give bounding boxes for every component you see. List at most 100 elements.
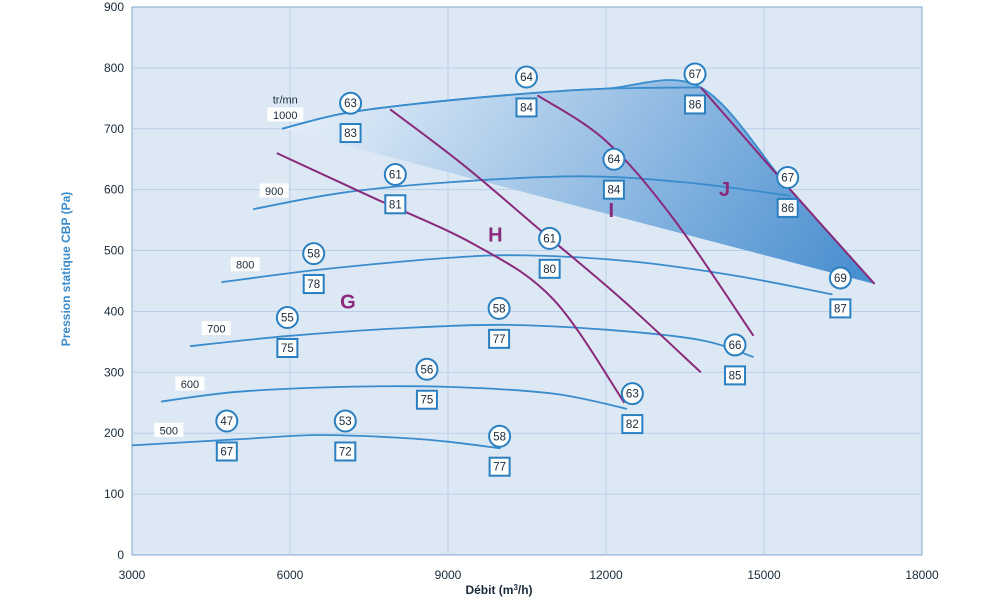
power-level-box (339, 123, 362, 144)
noise-level-value: 53 (339, 416, 352, 428)
power-level-box (684, 94, 707, 115)
power-level-value: 84 (608, 185, 621, 197)
speed-curves (131, 86, 833, 450)
noise-level-circle (487, 296, 511, 320)
speed-curve (281, 86, 701, 130)
x-tick-label: 6000 (277, 568, 304, 582)
rpm-label-bg (230, 257, 260, 272)
rpm-label: 1000 (273, 110, 297, 122)
power-level-value: 75 (281, 343, 294, 355)
noise-level-circle (602, 147, 626, 171)
zone-label-j: J (719, 179, 730, 201)
power-level-box (488, 456, 511, 477)
y-tick-label: 0 (117, 548, 124, 562)
rpm-label-bg (259, 183, 289, 198)
power-level-value: 72 (339, 446, 352, 458)
noise-level-value: 58 (493, 431, 506, 443)
y-axis-title: Pression statique CBP (Pa) (59, 192, 73, 347)
noise-level-circle (514, 65, 538, 89)
markers: 63 64 67 61 64 67 58 61 69 55 58 66 56 63 47 53 58 83 84 86… (215, 62, 852, 477)
power-level-box (724, 365, 747, 386)
rpm-label-bg (175, 376, 205, 391)
power-level-box (302, 274, 325, 295)
rpm-label-bg (154, 422, 184, 437)
noise-level-circle (302, 242, 326, 266)
noise-level-value: 67 (689, 69, 702, 81)
noise-level-value: 63 (344, 98, 357, 110)
rpm-label: 900 (265, 186, 283, 198)
power-level-box (334, 441, 357, 462)
speed-curve (252, 175, 791, 211)
rpm-label: 700 (207, 324, 225, 336)
noise-level-value: 67 (781, 172, 794, 184)
rpm-label-bg (201, 321, 231, 336)
noise-level-value: 55 (281, 313, 294, 325)
rpm-unit-label: tr/mn (273, 94, 298, 106)
y-tick-label: 300 (104, 365, 124, 379)
speed-curve (131, 434, 501, 450)
y-tick-label: 700 (104, 122, 124, 136)
zone-boundary-line (276, 152, 626, 404)
noise-level-value: 64 (608, 154, 621, 166)
power-level-box (215, 441, 238, 462)
noise-level-circle (275, 306, 299, 330)
rpm-label: 800 (236, 260, 254, 272)
power-level-value: 87 (834, 303, 847, 315)
power-level-box (415, 389, 438, 410)
noise-level-value: 58 (493, 303, 506, 315)
power-level-value: 86 (781, 203, 794, 215)
noise-level-value: 61 (389, 169, 402, 181)
power-level-value: 77 (493, 462, 506, 474)
zone-boundary-line (536, 94, 755, 337)
power-level-value: 78 (307, 279, 320, 291)
noise-level-circle (333, 409, 357, 433)
power-level-box (776, 197, 799, 218)
power-level-box (602, 179, 625, 200)
power-level-box (829, 298, 852, 319)
power-level-value: 85 (729, 370, 742, 382)
noise-level-circle (339, 91, 363, 115)
noise-level-value: 66 (729, 340, 742, 352)
noise-level-circle (620, 382, 644, 406)
noise-level-circle (683, 62, 707, 86)
power-level-value: 77 (493, 334, 506, 346)
zone-label-i: I (608, 200, 614, 222)
speed-curve (221, 254, 833, 296)
power-level-box (538, 258, 561, 279)
power-level-value: 84 (520, 102, 533, 114)
power-level-value: 86 (689, 99, 702, 111)
noise-level-value: 61 (543, 233, 556, 245)
speed-curve (189, 323, 754, 358)
noise-level-circle (415, 357, 439, 381)
power-level-box (621, 414, 644, 435)
y-tick-label: 100 (104, 487, 124, 501)
power-level-value: 67 (220, 446, 233, 458)
noise-level-circle (776, 165, 800, 189)
x-tick-label: 3000 (119, 568, 146, 582)
zone-boundary-line (700, 86, 876, 285)
power-level-box (515, 97, 538, 118)
noise-level-value: 64 (520, 72, 533, 84)
x-tick-label: 9000 (435, 568, 462, 582)
noise-level-circle (383, 162, 407, 186)
power-level-value: 82 (626, 419, 639, 431)
rpm-label-bg (267, 107, 304, 122)
x-axis-title: Débit (m3/h) (465, 583, 532, 597)
zone-labels: G H I J (340, 179, 730, 314)
x-tick-label: 15000 (747, 568, 781, 582)
rpm-label: 600 (181, 379, 199, 391)
power-level-value: 83 (344, 128, 357, 140)
plot-area (131, 6, 923, 556)
noise-level-circle (723, 333, 747, 357)
zone-label-h: H (488, 224, 502, 246)
power-level-box (384, 194, 407, 215)
power-level-value: 80 (543, 264, 556, 276)
noise-level-value: 69 (834, 273, 847, 285)
noise-level-value: 63 (626, 389, 639, 401)
x-tick-label: 18000 (905, 568, 939, 582)
noise-level-circle (538, 226, 562, 250)
y-tick-label: 200 (104, 426, 124, 440)
y-tick-label: 800 (104, 61, 124, 75)
rpm-label: 500 (160, 425, 178, 437)
